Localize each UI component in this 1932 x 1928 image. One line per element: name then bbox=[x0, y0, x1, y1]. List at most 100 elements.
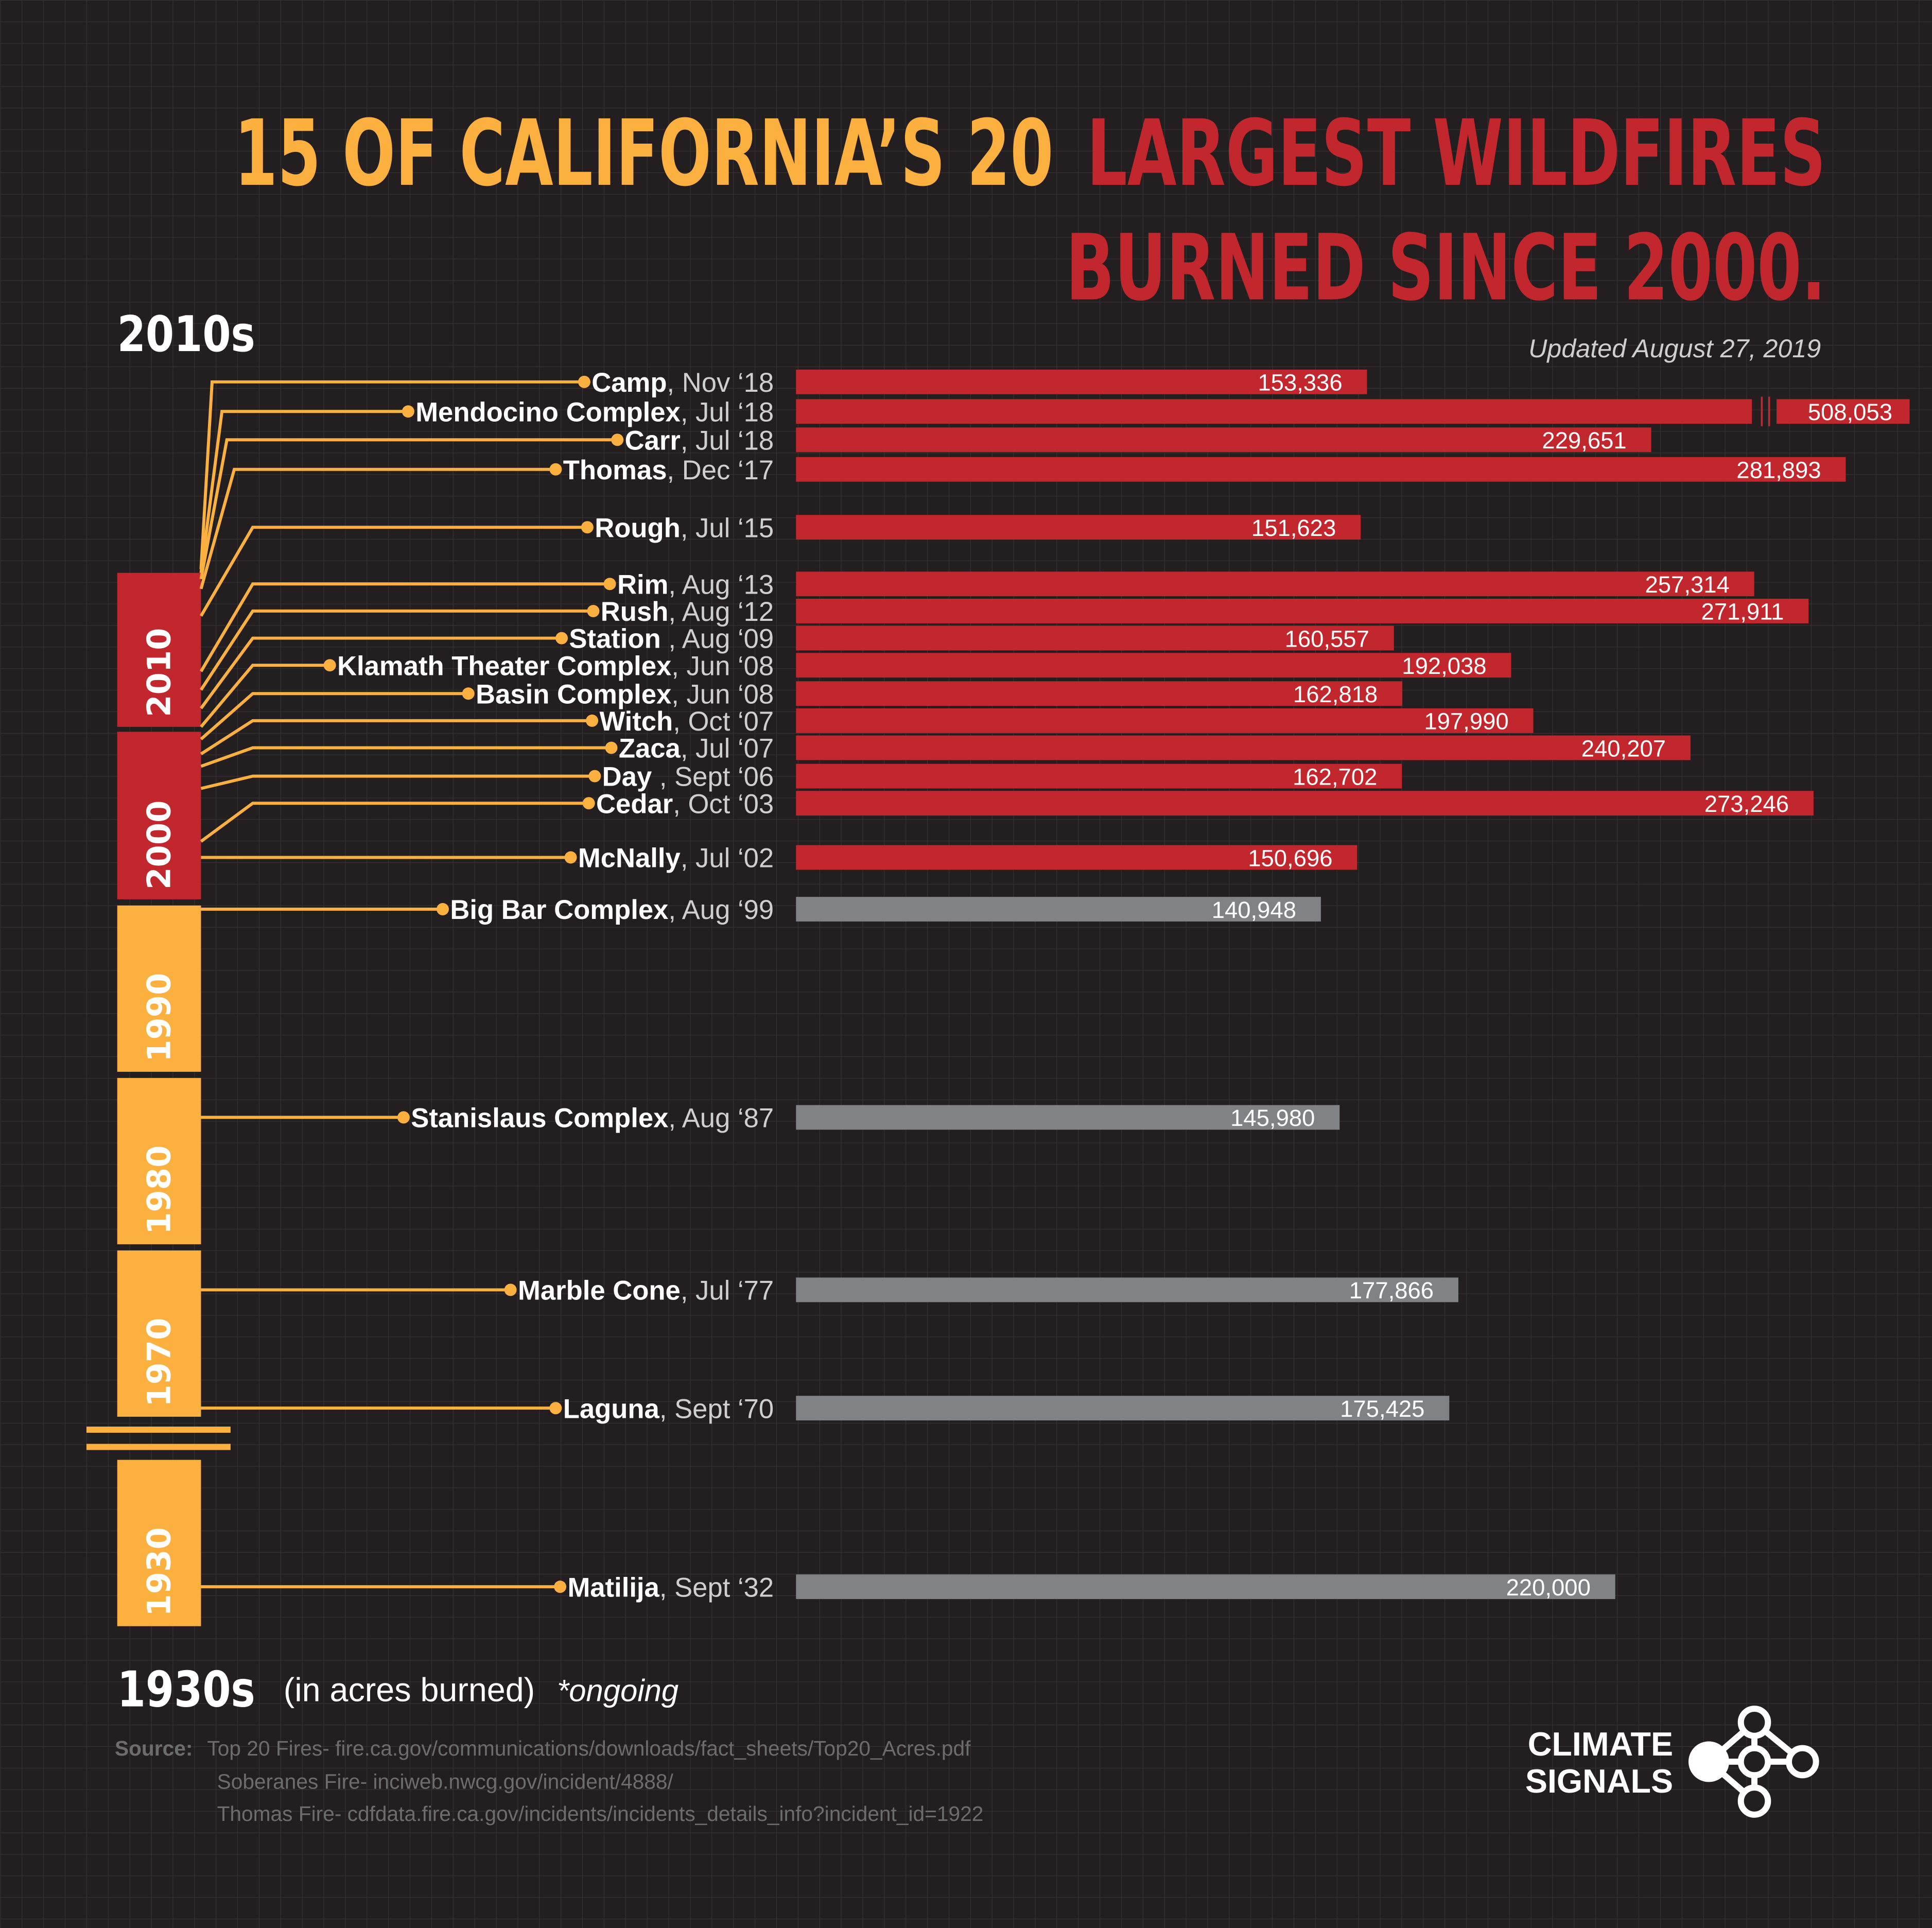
fire-label: Thomas, Dec ‘17 bbox=[563, 455, 774, 485]
fire-name: Station bbox=[569, 624, 660, 654]
fire-date: , Jul ‘02 bbox=[681, 843, 774, 874]
fire-label: Cedar, Oct ‘03 bbox=[596, 789, 774, 819]
bar bbox=[796, 681, 1403, 706]
timeline-top: 2010s bbox=[117, 305, 255, 363]
value-label: 240,207 bbox=[1581, 735, 1666, 761]
value-label: 145,980 bbox=[1230, 1105, 1315, 1131]
logo-text: CLIMATE bbox=[1528, 1726, 1673, 1763]
value-label: 257,314 bbox=[1645, 571, 1729, 598]
value-label: 150,696 bbox=[1248, 845, 1332, 871]
connector-dot bbox=[587, 604, 600, 617]
fire-name: Day bbox=[602, 762, 652, 792]
connector-dot bbox=[554, 1580, 567, 1593]
bar bbox=[796, 1574, 1615, 1600]
connector-dot bbox=[437, 903, 449, 915]
fire-date: , Aug ‘99 bbox=[668, 895, 774, 925]
fire-label: Marble Cone, Jul ‘77 bbox=[518, 1276, 774, 1306]
fire-label: Matilija, Sept ‘32 bbox=[567, 1572, 774, 1603]
bar bbox=[796, 457, 1846, 482]
value-label: 508,053 bbox=[1808, 399, 1892, 425]
bar bbox=[796, 845, 1357, 870]
value-label: 162,702 bbox=[1293, 763, 1377, 790]
fire-name: McNally bbox=[578, 843, 681, 874]
fire-name: Zaca bbox=[619, 734, 681, 764]
source-label: Source: bbox=[115, 1736, 193, 1760]
fire-date: , Dec ‘17 bbox=[667, 455, 774, 485]
bar bbox=[796, 1277, 1458, 1302]
fire-date: , Jul ‘15 bbox=[681, 513, 774, 543]
bar bbox=[796, 1396, 1450, 1421]
connector bbox=[200, 719, 593, 756]
value-label: 162,818 bbox=[1293, 681, 1378, 707]
fire-name: Camp bbox=[591, 368, 667, 398]
fire-name: Matilija bbox=[567, 1572, 659, 1603]
connector-dot bbox=[586, 714, 599, 727]
fire-label: McNally, Jul ‘02 bbox=[578, 843, 774, 874]
fire-label: Mendocino Complex, Jul ‘18 bbox=[415, 397, 774, 427]
source: Top 20 Fires- fire.ca.gov/communications… bbox=[207, 1736, 971, 1760]
fire-label: Camp, Nov ‘18 bbox=[591, 368, 774, 398]
decade-label: 2010 bbox=[141, 628, 178, 717]
fire-label: Carr, Jul ‘18 bbox=[625, 425, 774, 456]
value-label: 197,990 bbox=[1424, 708, 1508, 735]
bar bbox=[796, 598, 1809, 623]
bar bbox=[796, 735, 1691, 760]
fire-name: Klamath Theater Complex bbox=[337, 651, 671, 681]
timeline-bottom: 1930s bbox=[117, 1660, 255, 1718]
bar bbox=[796, 626, 1394, 651]
connector-dot bbox=[611, 433, 624, 446]
value-label: 140,948 bbox=[1212, 897, 1296, 923]
source: Thomas Fire- cdfdata.fire.ca.gov/inciden… bbox=[217, 1802, 984, 1826]
connector bbox=[199, 526, 587, 617]
connector-dot bbox=[555, 632, 568, 645]
bar bbox=[796, 515, 1361, 540]
source: Soberanes Fire- inciweb.nwcg.gov/inciden… bbox=[217, 1770, 674, 1794]
fire-name: Basin Complex bbox=[476, 679, 671, 709]
decade-label: 2000 bbox=[141, 801, 178, 890]
connector bbox=[200, 746, 612, 768]
bar bbox=[796, 897, 1321, 922]
fire-name: Laguna bbox=[563, 1394, 660, 1424]
decade-box bbox=[117, 572, 201, 727]
fire-name: Rim bbox=[617, 569, 668, 600]
fire-date: , Oct ‘03 bbox=[673, 789, 774, 819]
fire-label: Rim, Aug ‘13 bbox=[617, 569, 774, 600]
fire-date: , Aug ‘13 bbox=[668, 569, 774, 600]
ongoing-note: *ongoing bbox=[557, 1674, 678, 1708]
value-label: 151,623 bbox=[1251, 515, 1336, 541]
fire-date: , Aug ‘12 bbox=[668, 597, 774, 627]
fire-name: Marble Cone bbox=[518, 1276, 681, 1306]
fire-date: , Aug ‘87 bbox=[668, 1103, 774, 1134]
decade-box bbox=[117, 1460, 201, 1626]
connector bbox=[199, 410, 408, 574]
connector-dot bbox=[462, 687, 475, 700]
logo-text: SIGNALS bbox=[1525, 1763, 1673, 1800]
fire-label: Day , Sept ‘06 bbox=[602, 762, 774, 792]
timeline-break bbox=[86, 1427, 231, 1450]
connector-dot bbox=[605, 741, 618, 754]
value-label: 220,000 bbox=[1506, 1574, 1591, 1601]
connector-dot bbox=[564, 851, 577, 864]
fire-date: , Sept ‘70 bbox=[659, 1394, 774, 1424]
logo-icon bbox=[1688, 1706, 1819, 1818]
connector-dot bbox=[323, 659, 336, 672]
connector-dot bbox=[581, 521, 594, 534]
connector bbox=[199, 609, 594, 691]
connector bbox=[199, 438, 618, 580]
connector bbox=[199, 467, 556, 589]
fire-name: Rush bbox=[601, 597, 669, 627]
connector-dot bbox=[582, 797, 595, 810]
connector-dot bbox=[578, 375, 590, 388]
fire-label: Basin Complex, Jun ‘08 bbox=[476, 679, 774, 709]
decade-label: 1990 bbox=[141, 973, 178, 1062]
connector-dot bbox=[504, 1283, 517, 1296]
value-label: 229,651 bbox=[1542, 427, 1626, 454]
decade-box bbox=[117, 905, 201, 1072]
value-label: 160,557 bbox=[1285, 626, 1369, 652]
value-label: 153,336 bbox=[1258, 370, 1342, 396]
fire-label: Stanislaus Complex, Aug ‘87 bbox=[411, 1103, 774, 1134]
fire-label: Rush, Aug ‘12 bbox=[601, 597, 774, 627]
value-label: 177,866 bbox=[1349, 1277, 1434, 1304]
